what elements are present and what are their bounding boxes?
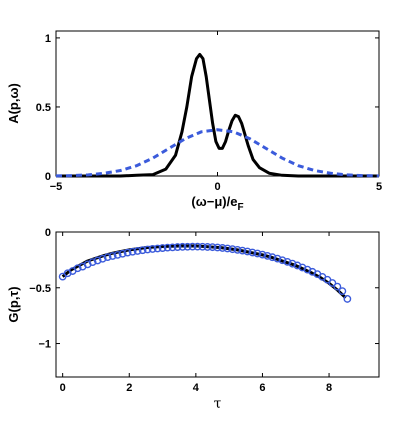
y-tick-label: 0.5 (36, 102, 51, 114)
data-point (278, 256, 287, 265)
green-function-chart: 0 2 4 6 8 0 −0.5 −1 G(p,τ) τ (6, 227, 380, 412)
y-tick-label: −0.5 (29, 283, 51, 295)
data-point (218, 244, 227, 252)
data-point (148, 245, 157, 253)
x-tick-label: 0 (60, 382, 66, 394)
data-point (288, 259, 297, 268)
data-point (203, 243, 212, 251)
top-plot-frame (55, 30, 380, 177)
data-point (128, 247, 137, 256)
data-point (93, 256, 102, 265)
data-point (238, 246, 247, 255)
data-point (73, 264, 82, 273)
x-tick-label: 2 (126, 382, 132, 394)
data-point (223, 244, 232, 253)
data-point (343, 295, 352, 303)
data-point (283, 257, 292, 266)
y-tick-label: 1 (45, 33, 51, 45)
data-point (188, 242, 197, 251)
data-point (168, 243, 177, 252)
data-point (228, 245, 237, 254)
data-point (273, 254, 282, 263)
data-point (163, 243, 172, 252)
data-point (183, 242, 192, 251)
data-point (158, 244, 167, 252)
data-point (108, 252, 117, 260)
y-tick-label: 0 (45, 171, 51, 183)
data-point (143, 245, 152, 254)
data-point (178, 242, 187, 251)
y-tick-label: 0 (45, 227, 51, 239)
data-point (133, 247, 142, 255)
data-point (193, 242, 202, 251)
data-point (208, 243, 217, 252)
top-y-axis-label: A(p,ω) (6, 83, 21, 124)
data-point (123, 248, 132, 257)
x-tick-label: 0 (214, 181, 220, 193)
data-point (328, 279, 337, 287)
x-tick-label: −5 (50, 181, 63, 193)
data-point (103, 253, 112, 261)
data-point (153, 244, 162, 253)
top-x-axis-label: (ω−μ)/eF (191, 194, 243, 213)
solid-series-line (56, 52, 379, 178)
data-point (333, 282, 342, 291)
data-point (113, 250, 122, 259)
data-point (88, 258, 97, 267)
data-point (198, 242, 207, 251)
data-point (233, 245, 242, 254)
bottom-x-axis-label: τ (214, 396, 222, 412)
data-point (138, 246, 147, 255)
data-point (118, 249, 127, 258)
data-point (268, 253, 277, 262)
dashed-series-line (55, 128, 380, 178)
bottom-y-axis-label: G(p,τ) (6, 286, 21, 322)
x-tick-label: 8 (326, 382, 332, 394)
x-tick-label: 6 (259, 382, 265, 394)
data-point (338, 287, 347, 296)
data-point (243, 247, 252, 256)
y-tick-label: −1 (38, 339, 51, 351)
data-point (213, 243, 222, 252)
solid-series-line (61, 244, 347, 299)
data-point (248, 248, 257, 257)
bottom-plot-frame (55, 231, 380, 378)
spectral-function-chart: −5 0 500.51 A(p,ω) (ω−μ)/eF (6, 30, 382, 213)
x-tick-label: 4 (193, 382, 200, 394)
data-point (253, 249, 262, 258)
data-point (173, 243, 182, 251)
x-tick-label: 5 (376, 181, 382, 193)
data-point (98, 254, 107, 263)
data-point (258, 250, 267, 259)
data-point (263, 251, 272, 260)
